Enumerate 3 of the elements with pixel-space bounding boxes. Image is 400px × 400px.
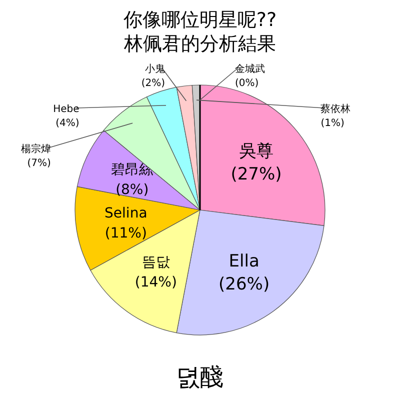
annotation: 뎘醆 [176, 363, 224, 391]
title: 你像哪位明星呢?? [123, 9, 277, 31]
subtitle: 林佩君的分析結果 [124, 33, 276, 55]
